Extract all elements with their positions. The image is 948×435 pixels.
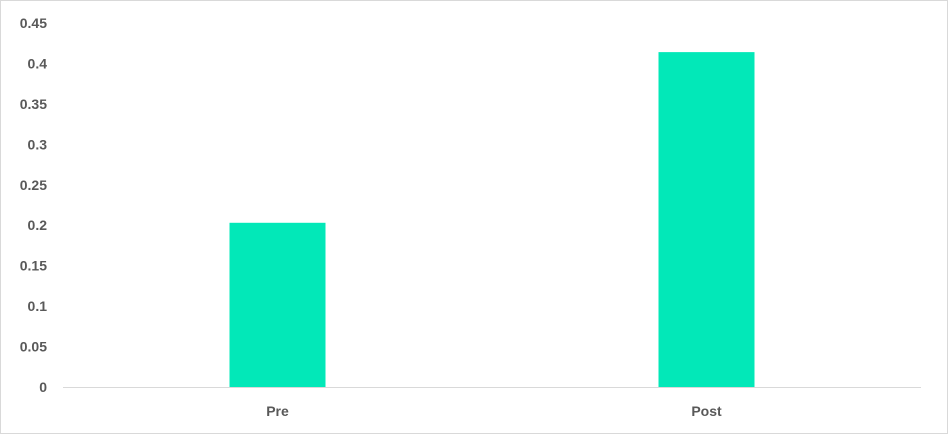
y-tick-label: 0.4 (28, 55, 48, 71)
y-tick-label: 0.35 (20, 96, 47, 112)
y-tick-label: 0.3 (28, 136, 48, 152)
y-tick-label: 0.45 (20, 15, 47, 31)
x-tick-label: Post (691, 403, 722, 419)
y-tick-label: 0.05 (20, 339, 47, 355)
y-tick-label: 0.2 (28, 217, 48, 233)
y-tick-label: 0.1 (28, 298, 48, 314)
bar-pre (229, 222, 326, 387)
x-tick-label: Pre (266, 403, 289, 419)
y-tick-label: 0.25 (20, 177, 47, 193)
y-tick-label: 0 (39, 379, 47, 395)
y-tick-label: 0.15 (20, 258, 47, 274)
bar-post (658, 52, 755, 388)
